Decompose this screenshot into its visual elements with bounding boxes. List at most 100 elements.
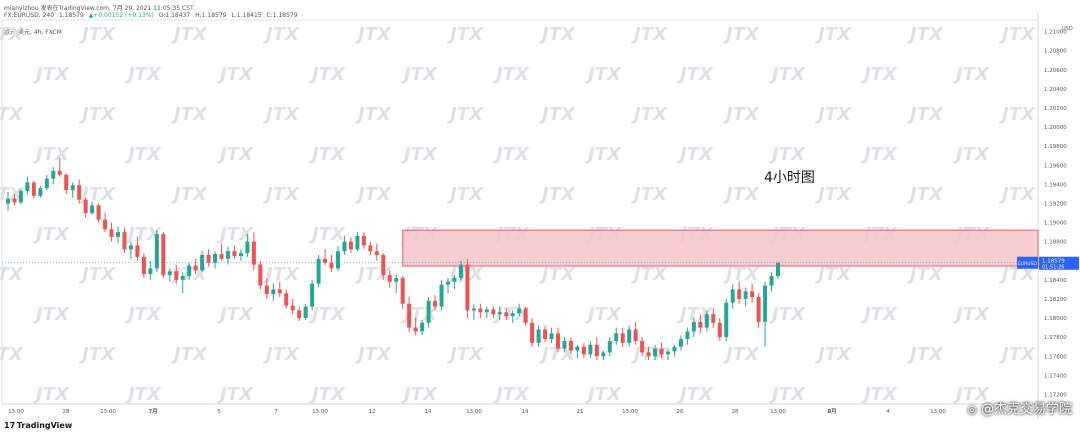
candle-body (361, 235, 366, 246)
x-tick-label: 28 (63, 409, 70, 415)
candle-body (342, 241, 347, 252)
candle-body (368, 245, 373, 252)
watermark-text: JTX (355, 184, 392, 205)
watermark-text: JTX (309, 384, 346, 405)
watermark-text: JTX (125, 224, 162, 245)
candle-body (5, 198, 11, 204)
watermark-text: JTX (79, 184, 116, 205)
candle-body (316, 258, 321, 284)
y-tick-label: 1.18200 (1044, 297, 1067, 303)
watermark-text: JTX (493, 384, 530, 405)
watermark-text: JTX (33, 224, 70, 245)
candle-body (543, 329, 548, 340)
watermark-text: JTX (631, 264, 668, 285)
candle-body (711, 314, 716, 323)
candle-body (225, 251, 231, 259)
author-line: mianyizhou 发表在TradingView.com, 7月 29, 20… (4, 5, 194, 12)
candle-body (685, 331, 690, 340)
watermark-text: JTX (539, 264, 576, 285)
watermark-text: JTX (171, 104, 208, 125)
x-tick-label: 5 (217, 409, 221, 415)
candle-body (484, 309, 489, 313)
candle-body (57, 170, 62, 175)
candle-body (387, 275, 392, 282)
brand-label: TradingView (16, 421, 73, 430)
watermark-text: JTX (263, 264, 300, 285)
candle-body (70, 185, 75, 191)
candle-body (245, 241, 250, 254)
y-tick-label: 1.19800 (1044, 144, 1067, 150)
candle-body (154, 234, 159, 269)
candle-body (672, 346, 677, 352)
candle-body (756, 297, 761, 322)
candle-body (704, 314, 709, 328)
tradingview-logo[interactable]: 17 TradingView (4, 421, 72, 430)
watermark-text: JTX (769, 384, 806, 405)
candle-body (12, 198, 17, 203)
watermark-text: JTX (447, 104, 484, 125)
candle-body (530, 322, 535, 343)
watermark-text: JTX (0, 344, 24, 365)
watermark-text: JTX (33, 64, 70, 85)
candle-body (323, 258, 328, 263)
watermark-text: JTX (999, 184, 1036, 205)
watermark-text: JTX (0, 104, 24, 125)
watermark-text: JTX (861, 64, 898, 85)
watermark-text: JTX (999, 104, 1036, 125)
candle-body (64, 174, 69, 191)
last-price-label: 1.18579 (58, 12, 84, 19)
watermark-text: JTX (953, 384, 990, 405)
chart-annotation: 4小时图 (764, 170, 815, 186)
candle-body (717, 322, 722, 338)
symbol-tag-text: EURUSD (1018, 261, 1037, 267)
candle-body (290, 305, 295, 311)
watermark-text: JTX (263, 24, 300, 45)
x-tick-label: 13:00 (930, 409, 946, 415)
candle-body (141, 256, 146, 275)
candle-layer (5, 157, 781, 361)
watermark-text: JTX (723, 104, 760, 125)
watermark-text: JTX (723, 24, 760, 45)
candle-body (678, 339, 683, 347)
watermark-text: JTX (493, 144, 530, 165)
candle-body (491, 309, 496, 315)
watermark-text: JTX (447, 24, 484, 45)
watermark-text: JTX (769, 304, 806, 325)
watermark-text: JTX (861, 384, 898, 405)
candle-body (83, 199, 88, 213)
watermark-text: JTX (33, 304, 70, 325)
candle-body (730, 289, 735, 303)
pair-line: 欧元/美元, 4h, FXCM (4, 29, 62, 36)
symbol-label: FX:EURUSD, 240 (4, 12, 55, 19)
candle-body (148, 268, 153, 275)
watermark-text: JTX (861, 144, 898, 165)
x-tick-label: 21 (577, 409, 584, 415)
candle-body (277, 289, 282, 294)
candle-body (213, 254, 218, 263)
candle-body (510, 313, 515, 317)
candle-body (763, 285, 768, 322)
watermark-text: JTX (171, 344, 208, 365)
watermark-text: JTX (0, 184, 24, 205)
chart-grid (1, 14, 1039, 418)
candle-body (420, 322, 425, 332)
candle-body (575, 346, 580, 351)
candle-body (698, 321, 703, 328)
candle-body (187, 265, 192, 277)
candle-body (96, 205, 101, 220)
watermark-text: JTX (815, 24, 852, 45)
close-label: C:1.18579 (266, 12, 298, 19)
candle-body (523, 308, 528, 323)
watermark-text: JTX (401, 144, 438, 165)
candle-body (135, 245, 140, 257)
y-tick-label: 1.20000 (1044, 125, 1067, 131)
y-tick-label: 1.17400 (1044, 373, 1067, 379)
watermark-text: JTX (769, 64, 806, 85)
watermark-text: JTX (79, 344, 116, 365)
candle-body (44, 178, 49, 189)
candle-body (200, 255, 205, 271)
x-tick-label: 12 (369, 409, 376, 415)
x-tick-label: 7 (274, 409, 278, 415)
candle-body (219, 254, 224, 259)
